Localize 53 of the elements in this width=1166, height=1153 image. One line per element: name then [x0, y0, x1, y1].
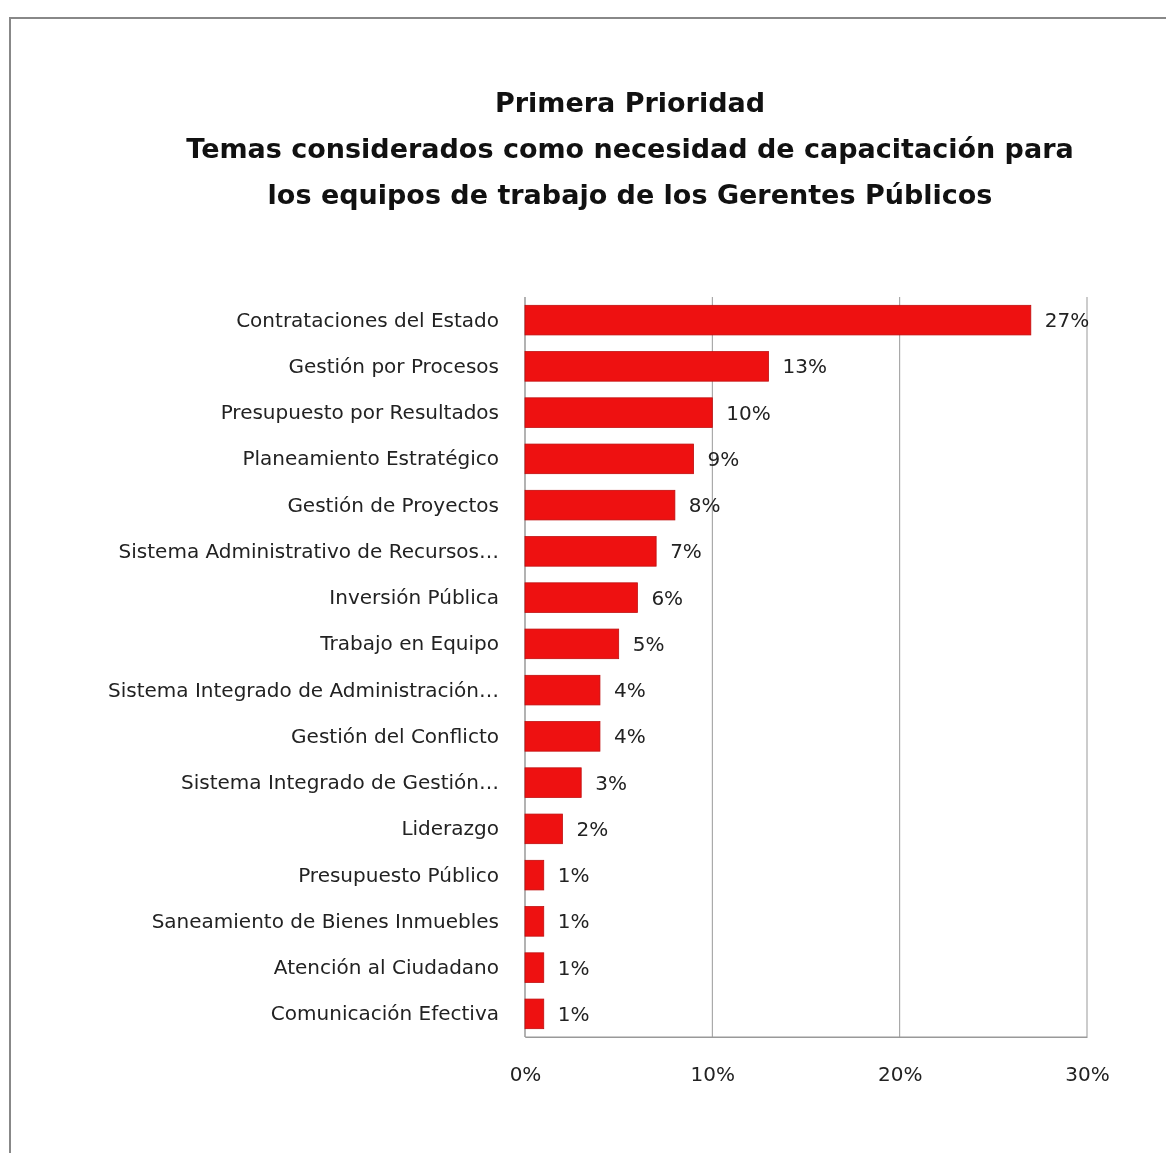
bar	[524, 397, 713, 428]
y-tick-label: Comunicación Efectiva	[270, 1001, 499, 1026]
y-tick-label: Sistema Integrado de Gestión…	[181, 770, 499, 795]
y-tick-label: Liderazgo	[401, 816, 499, 841]
bar	[524, 906, 545, 937]
chart-title: Primera Prioridad Temas considerados como necesidad de capacitación para los equipos de trabajo de los Gerentes Públicos	[186, 87, 1074, 210]
bar	[524, 489, 676, 521]
bar	[524, 859, 545, 891]
y-tick-label: Gestión del Conflicto	[291, 723, 499, 748]
data-label: 1%	[557, 863, 590, 888]
data-label: 10%	[726, 400, 771, 425]
bar	[524, 998, 545, 1030]
data-label: 1%	[557, 1001, 590, 1026]
bar	[524, 351, 769, 382]
data-label: 13%	[782, 354, 827, 379]
y-tick-label: Presupuesto Público	[298, 862, 499, 887]
y-tick-label: Planeamiento Estratégico	[242, 446, 499, 471]
bar	[524, 628, 620, 660]
bar	[524, 767, 582, 798]
data-label: 5%	[632, 631, 665, 656]
data-label: 1%	[557, 955, 590, 980]
data-label: 2%	[576, 816, 609, 841]
y-tick-label: Presupuesto por Resultados	[220, 400, 499, 425]
y-tick-label: Saneamiento de Bienes Inmuebles	[151, 908, 499, 933]
data-label: 6%	[651, 585, 684, 610]
x-tick-label: 10%	[690, 1062, 736, 1087]
bar	[524, 952, 545, 983]
bar	[524, 813, 563, 845]
data-label: 7%	[670, 539, 702, 564]
y-tick-label: Contrataciones del Estado	[236, 307, 499, 332]
bar	[524, 674, 601, 706]
y-tick-label: Gestión de Proyectos	[287, 492, 499, 517]
y-tick-label: Sistema Integrado de Administración…	[108, 677, 499, 702]
bar	[524, 536, 657, 567]
y-tick-label: Atención al Ciudadano	[273, 955, 499, 980]
x-tick-label: 0%	[509, 1062, 542, 1087]
y-tick-label: Inversión Pública	[329, 585, 499, 610]
bar	[524, 443, 694, 475]
x-tick-label: 20%	[877, 1062, 923, 1087]
data-label: 1%	[557, 909, 590, 934]
data-label: 4%	[613, 678, 646, 703]
bar	[524, 582, 638, 613]
bar	[524, 304, 1032, 336]
x-tick-label: 30%	[1065, 1062, 1110, 1087]
y-tick-label: Trabajo en Equipo	[319, 631, 499, 656]
data-label: 9%	[707, 446, 740, 471]
data-label: 4%	[613, 724, 646, 749]
y-tick-label: Sistema Administrativo de Recursos…	[118, 538, 499, 563]
bar	[524, 721, 601, 752]
y-tick-label: Gestión por Procesos	[288, 353, 499, 378]
data-label: 8%	[688, 493, 721, 518]
data-label: 27%	[1044, 308, 1090, 333]
data-label: 3%	[595, 770, 627, 795]
